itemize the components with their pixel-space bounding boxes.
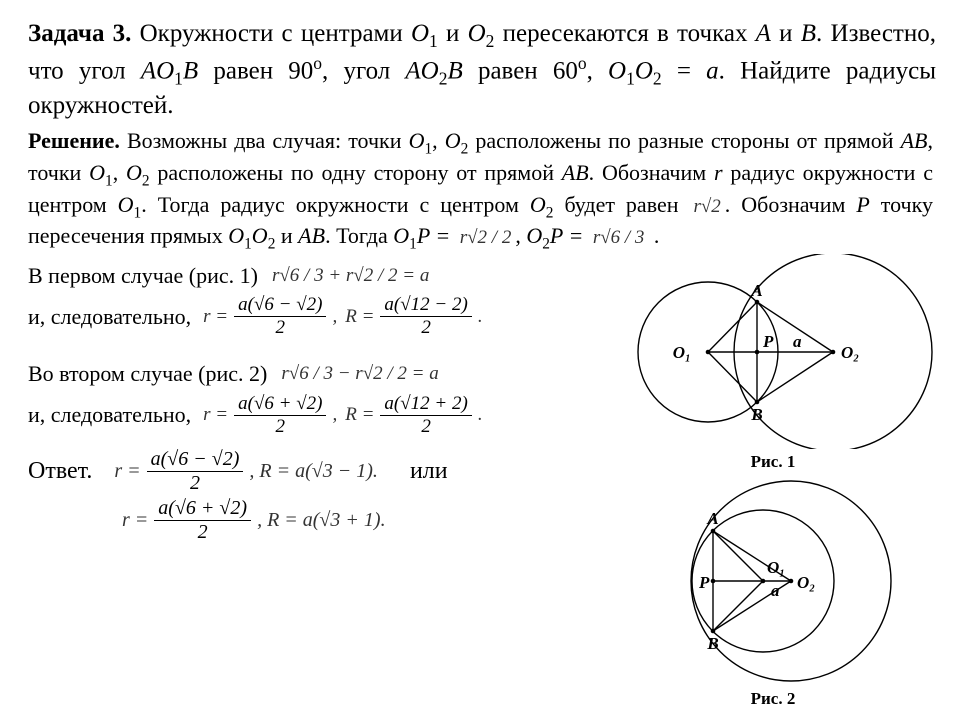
formula-o1p: r√2 / 2 (456, 227, 516, 248)
figure-2: A B O₁ O₂ P a (613, 476, 933, 686)
case2-result: и, следовательно, r = a(√6 + √2) 2 , R =… (28, 394, 603, 437)
svg-text:A: A (706, 509, 718, 528)
answer-line2: r = a(√6 + √2) 2 , R = a(√3 + 1). (118, 498, 603, 543)
answer-label: Ответ. (28, 456, 92, 486)
svg-text:O₂: O₂ (841, 343, 859, 362)
svg-text:a: a (793, 332, 802, 351)
svg-text:B: B (750, 405, 762, 424)
content-row: В первом случае (рис. 1) r√6 / 3 + r√2 /… (28, 254, 936, 710)
formula-R: r√2 (689, 196, 724, 217)
frac-R1: a(√12 − 2) 2 (380, 295, 471, 338)
svg-text:O₁: O₁ (673, 343, 691, 362)
svg-text:P: P (698, 573, 710, 592)
frac-ans2: a(√6 + √2) 2 (154, 498, 251, 543)
case2-eq: r√6 / 3 − r√2 / 2 = a (277, 362, 442, 386)
case1-result: и, следовательно, r = a(√6 − √2) 2 , R =… (28, 295, 603, 338)
case1-line: В первом случае (рис. 1) r√6 / 3 + r√2 /… (28, 262, 603, 290)
frac-r2: a(√6 + √2) 2 (234, 394, 326, 437)
figure-1: A B O₁ O₂ P a (613, 254, 933, 449)
text-column: В первом случае (рис. 1) r√6 / 3 + r√2 /… (28, 254, 613, 543)
figure2-caption: Рис. 2 (613, 688, 933, 709)
figure1-caption: Рис. 1 (613, 451, 933, 472)
solution-label: Решение. (28, 128, 120, 153)
figures-column: A B O₁ O₂ P a Рис. 1 (613, 254, 933, 710)
solution-paragraph: Решение. Возможны два случая: точки O1, … (28, 127, 933, 254)
problem-statement: Задача 3. Окружности с центрами O1 и O2 … (28, 18, 936, 121)
svg-text:B: B (706, 634, 718, 653)
svg-text:O₁: O₁ (767, 558, 785, 577)
svg-text:P: P (762, 332, 774, 351)
svg-text:a: a (771, 581, 780, 600)
answer-line1: Ответ. r = a(√6 − √2) 2 , R = a(√3 − 1).… (28, 449, 603, 494)
formula-o2p: r√6 / 3 (589, 227, 649, 248)
case1-eq: r√6 / 3 + r√2 / 2 = a (268, 264, 433, 288)
svg-text:A: A (750, 281, 762, 300)
frac-r1: a(√6 − √2) 2 (234, 295, 326, 338)
svg-text:O₂: O₂ (797, 573, 815, 592)
problem-label: Задача 3. (28, 20, 131, 47)
frac-R2: a(√12 + 2) 2 (380, 394, 471, 437)
frac-ans1: a(√6 − √2) 2 (147, 449, 244, 494)
case2-line: Во втором случае (рис. 2) r√6 / 3 − r√2 … (28, 360, 603, 388)
